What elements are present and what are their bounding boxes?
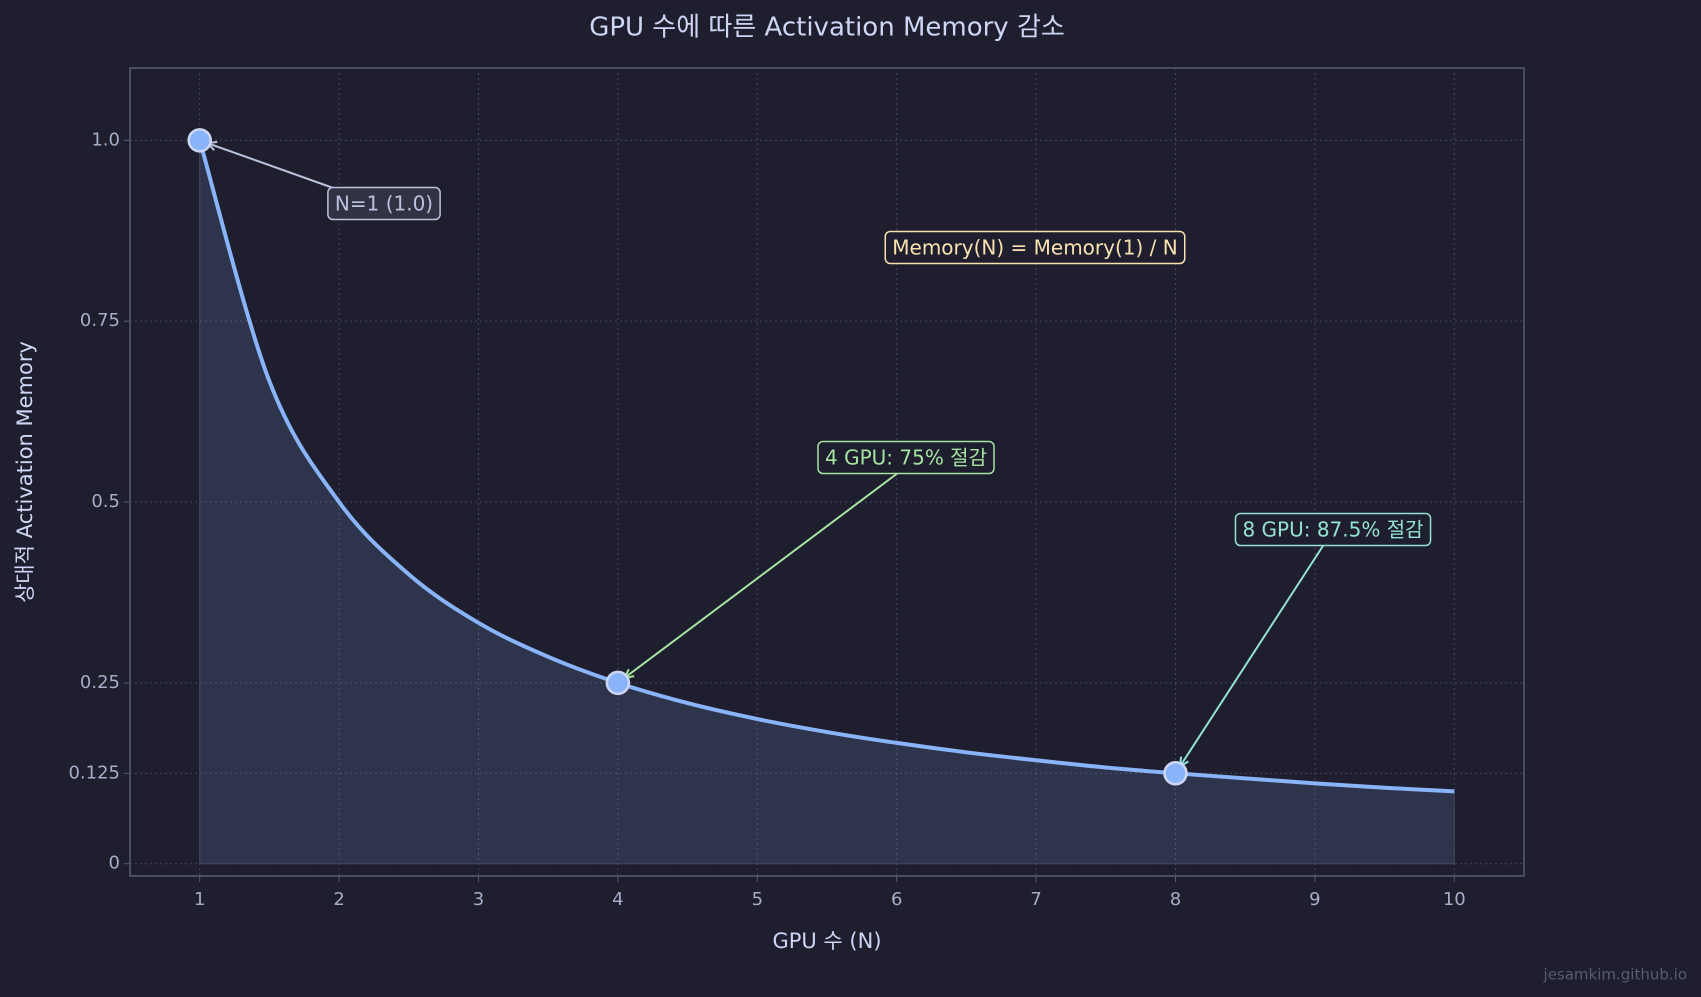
annotation: 4 GPU: 75% 절감 (825, 446, 987, 470)
x-tick-label: 1 (194, 889, 205, 910)
annotation-arrow (206, 142, 333, 189)
annotation: N=1 (1.0) (335, 192, 433, 216)
annotation-box (817, 440, 995, 475)
x-tick-label: 4 (612, 889, 623, 910)
formula-box (884, 230, 1186, 265)
formula: Memory(N) = Memory(1) / N (892, 236, 1177, 260)
highlight-point (605, 670, 631, 696)
x-tick-label: 10 (1443, 889, 1466, 910)
highlight-point (187, 128, 212, 153)
annotation-arrow (623, 472, 898, 679)
x-tick-label: 7 (1030, 889, 1041, 910)
highlight-point (1163, 761, 1188, 786)
annotation-box (1234, 512, 1432, 547)
y-tick-label: 0 (109, 853, 120, 874)
x-tick-label: 9 (1309, 889, 1320, 910)
chart-title: GPU 수에 따른 Activation Memory 감소 (589, 13, 1065, 43)
annotation-arrow (1179, 544, 1325, 768)
x-axis-label: GPU 수 (N) (772, 929, 881, 953)
annotation-box (327, 186, 441, 221)
watermark: jesamkim.github.io (1543, 966, 1687, 984)
x-tick-label: 8 (1170, 889, 1181, 910)
y-tick-label: 1.0 (91, 129, 120, 150)
x-tick-label: 6 (891, 889, 902, 910)
y-tick-label: 0.5 (91, 491, 120, 512)
x-tick-label: 3 (473, 889, 484, 910)
y-tick-label: 0.25 (80, 672, 120, 693)
y-tick-label: 0.125 (68, 762, 120, 783)
y-tick-label: 0.75 (80, 310, 120, 331)
annotation: 8 GPU: 87.5% 절감 (1242, 518, 1423, 542)
x-tick-label: 2 (333, 889, 344, 910)
x-tick-label: 5 (752, 889, 763, 910)
y-axis-label: 상대적 Activation Memory (13, 341, 37, 603)
line (197, 139, 1455, 794)
